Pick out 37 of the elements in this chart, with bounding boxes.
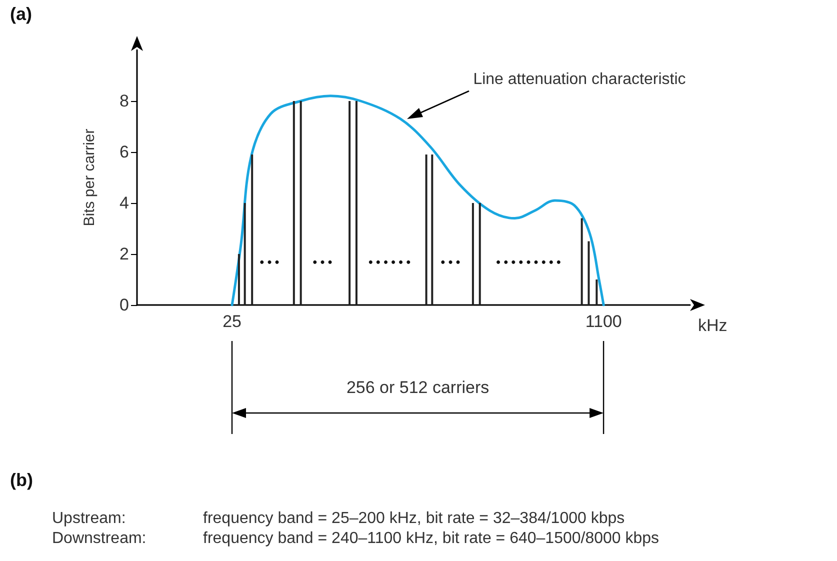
y-tick-label: 6 bbox=[120, 142, 129, 162]
text: Downstream: bbox=[52, 530, 146, 548]
bar bbox=[596, 280, 598, 305]
x-tick-label: 25 bbox=[222, 312, 242, 331]
y-axis-title: Bits per carrier bbox=[81, 128, 98, 226]
bar bbox=[472, 203, 474, 305]
x-axis-title: kHz bbox=[698, 316, 728, 335]
y-tick-label: 8 bbox=[120, 92, 129, 110]
annotation: ••• bbox=[260, 254, 282, 270]
annotation: •••••• bbox=[368, 254, 414, 270]
text: (a) bbox=[10, 4, 32, 25]
text: (b) bbox=[10, 470, 33, 491]
x-tick-label: 1100 bbox=[585, 312, 622, 331]
text: frequency band = 25–200 kHz, bit rate = 32–384/1000 kbps bbox=[203, 510, 625, 528]
y-tick-label: 4 bbox=[120, 194, 129, 212]
bar bbox=[300, 101, 302, 305]
bar bbox=[588, 241, 590, 305]
bar bbox=[348, 101, 351, 305]
bar bbox=[292, 101, 295, 305]
bar bbox=[580, 218, 583, 305]
text: 256 or 512 carriers bbox=[346, 378, 490, 398]
bar bbox=[355, 101, 358, 305]
bar bbox=[478, 203, 481, 305]
bar bbox=[244, 203, 246, 305]
annotation: ••••••••• bbox=[496, 254, 564, 270]
annotation: ••• bbox=[440, 254, 464, 270]
y-tick-label: 2 bbox=[120, 244, 129, 264]
annotation: ••• bbox=[312, 254, 336, 270]
text: frequency band = 240–1100 kHz, bit rate = 640–1500/8000 kbps bbox=[203, 530, 660, 548]
bar bbox=[238, 254, 240, 305]
bar bbox=[431, 154, 434, 305]
line-series bbox=[230, 94, 605, 306]
text: Upstream: bbox=[52, 510, 126, 528]
bar bbox=[425, 154, 428, 305]
bar bbox=[251, 154, 254, 305]
y-tick-label: 0 bbox=[120, 296, 129, 314]
annotation: Line attenuation characteristic bbox=[473, 70, 686, 89]
